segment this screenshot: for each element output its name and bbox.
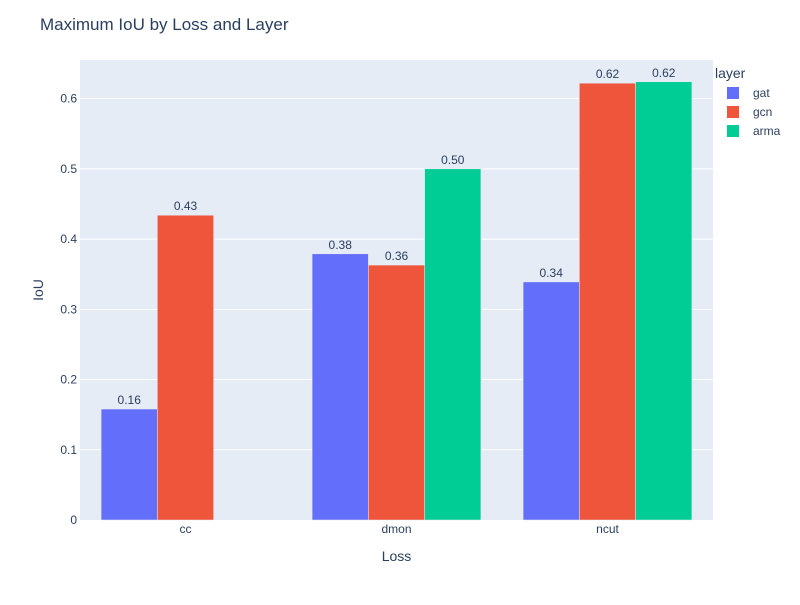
x-axis-ticks: cc dmon ncut: [180, 522, 620, 536]
legend-items: gat gcn arma: [727, 86, 781, 138]
bar-value-label: 0.36: [385, 249, 409, 263]
bar-arma-ncut[interactable]: [635, 81, 693, 521]
x-axis-title: Loss: [382, 548, 412, 564]
y-tick-label: 0: [70, 513, 77, 527]
legend-swatch-gcn[interactable]: [727, 106, 739, 118]
bar-gcn-dmon[interactable]: [368, 264, 425, 521]
legend-swatch-arma[interactable]: [727, 125, 739, 137]
bar-value-label: 0.38: [329, 238, 353, 252]
y-tick-label: 0.3: [60, 302, 77, 316]
legend-label-arma[interactable]: arma: [753, 124, 781, 138]
x-tick-label: cc: [180, 522, 192, 536]
y-tick-label: 0.5: [60, 162, 77, 176]
y-tick-label: 0.1: [60, 443, 77, 457]
chart-title: Maximum IoU by Loss and Layer: [40, 15, 289, 34]
y-tick-label: 0.2: [60, 373, 77, 387]
bar-gat-cc[interactable]: [100, 408, 158, 521]
x-tick-label: dmon: [381, 522, 411, 536]
bar-value-label: 0.50: [441, 153, 465, 167]
y-tick-label: 0.6: [60, 92, 77, 106]
legend-swatch-gat[interactable]: [727, 87, 739, 99]
legend[interactable]: layer gat gcn arma: [715, 65, 781, 138]
bar-gcn-cc[interactable]: [157, 214, 214, 521]
bar-value-label: 0.43: [174, 199, 198, 213]
bars: [100, 81, 693, 521]
y-tick-label: 0.4: [60, 232, 77, 246]
bar-value-label: 0.62: [596, 67, 620, 81]
bar-value-label: 0.34: [540, 266, 564, 280]
bar-gat-dmon[interactable]: [311, 253, 369, 521]
legend-label-gcn[interactable]: gcn: [753, 105, 772, 119]
legend-title: layer: [715, 65, 746, 81]
bar-gcn-ncut[interactable]: [579, 82, 636, 521]
bar-value-label: 0.62: [652, 66, 676, 80]
bar-labels: 0.16 0.43 0.38 0.36 0.50 0.34 0.62 0.62: [118, 66, 676, 407]
bar-arma-dmon[interactable]: [424, 168, 482, 521]
legend-label-gat[interactable]: gat: [753, 86, 770, 100]
bar-gat-ncut[interactable]: [522, 281, 580, 521]
bar-value-label: 0.16: [118, 393, 142, 407]
y-axis-ticks: 0 0.1 0.2 0.3 0.4 0.5 0.6: [60, 92, 77, 527]
x-tick-label: ncut: [596, 522, 619, 536]
y-axis-title: IoU: [30, 279, 46, 301]
